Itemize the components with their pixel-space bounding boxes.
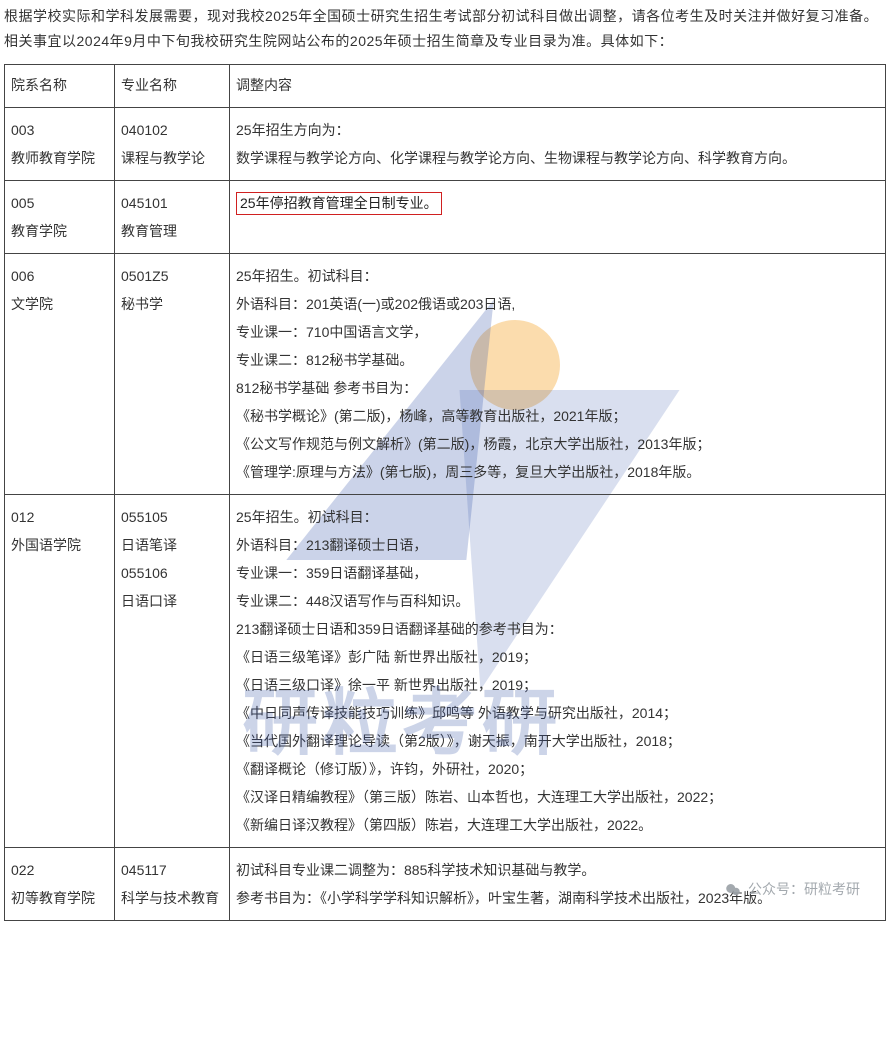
major-line: 秘书学: [121, 290, 223, 318]
footer-label: 公众号：研粒考研: [748, 877, 860, 902]
highlighted-text: 25年停招教育管理全日制专业。: [236, 192, 442, 215]
content-line: 《日语三级口译》徐一平 新世界出版社，2019；: [236, 671, 879, 699]
header-dept: 院系名称: [5, 65, 115, 107]
major-line: 科学与技术教育: [121, 884, 223, 912]
intro-paragraph: 根据学校实际和学科发展需要，现对我校2025年全国硕士研究生招生考试部分初试科目…: [0, 0, 890, 60]
adjustment-table: 院系名称 专业名称 调整内容 003教师教育学院040102课程与教学论25年招…: [4, 64, 886, 920]
major-line: 040102: [121, 116, 223, 144]
content-line: 25年招生。初试科目：: [236, 262, 879, 290]
cell-major: 045101教育管理: [115, 180, 230, 253]
table-row: 005教育学院045101教育管理25年停招教育管理全日制专业。: [5, 180, 886, 253]
content-line: 数学课程与教学论方向、化学课程与教学论方向、生物课程与教学论方向、科学教育方向。: [236, 144, 879, 172]
dept-line: 005: [11, 189, 108, 217]
cell-dept: 003教师教育学院: [5, 107, 115, 180]
cell-content: 25年招生。初试科目：外语科目：213翻译硕士日语，专业课一：359日语翻译基础…: [230, 494, 886, 847]
content-line: 25年停招教育管理全日制专业。: [236, 189, 879, 217]
cell-dept: 022初等教育学院: [5, 847, 115, 920]
content-line: 25年招生。初试科目：: [236, 503, 879, 531]
cell-major: 0501Z5秘书学: [115, 253, 230, 494]
content-line: 《翻译概论（修订版）》，许钧，外研社，2020；: [236, 755, 879, 783]
content-line: 专业课二：448汉语写作与百科知识。: [236, 587, 879, 615]
cell-content: 25年招生方向为：数学课程与教学论方向、化学课程与教学论方向、生物课程与教学论方…: [230, 107, 886, 180]
dept-line: 教育学院: [11, 217, 108, 245]
cell-content: 25年招生。初试科目：外语科目：201英语(一)或202俄语或203日语,专业课…: [230, 253, 886, 494]
major-line: 日语口译: [121, 587, 223, 615]
table-row: 003教师教育学院040102课程与教学论25年招生方向为：数学课程与教学论方向…: [5, 107, 886, 180]
major-line: 日语笔译: [121, 531, 223, 559]
header-major: 专业名称: [115, 65, 230, 107]
dept-line: 006: [11, 262, 108, 290]
cell-dept: 005教育学院: [5, 180, 115, 253]
major-line: 0501Z5: [121, 262, 223, 290]
content-line: 外语科目：201英语(一)或202俄语或203日语,: [236, 290, 879, 318]
cell-major: 045117科学与技术教育: [115, 847, 230, 920]
dept-line: 003: [11, 116, 108, 144]
content-line: 25年招生方向为：: [236, 116, 879, 144]
dept-line: 022: [11, 856, 108, 884]
dept-line: 012: [11, 503, 108, 531]
content-line: 《公文写作规范与例文解析》(第二版)，杨霞，北京大学出版社，2013年版；: [236, 430, 879, 458]
table-header-row: 院系名称 专业名称 调整内容: [5, 65, 886, 107]
dept-line: 文学院: [11, 290, 108, 318]
content-line: 专业课一：710中国语言文学，: [236, 318, 879, 346]
content-line: 《当代国外翻译理论导读（第2版）》，谢天振，南开大学出版社，2018；: [236, 727, 879, 755]
cell-major: 055105日语笔译055106日语口译: [115, 494, 230, 847]
major-line: 055105: [121, 503, 223, 531]
major-line: 教育管理: [121, 217, 223, 245]
dept-line: 初等教育学院: [11, 884, 108, 912]
content-line: 《汉译日精编教程》（第三版）陈岩、山本哲也，大连理工大学出版社，2022；: [236, 783, 879, 811]
header-content: 调整内容: [230, 65, 886, 107]
footer-source: 公众号：研粒考研: [724, 877, 860, 902]
cell-dept: 012外国语学院: [5, 494, 115, 847]
major-line: 045101: [121, 189, 223, 217]
content-line: 《管理学:原理与方法》(第七版)，周三多等，复旦大学出版社，2018年版。: [236, 458, 879, 486]
wechat-icon: [724, 881, 742, 899]
major-line: 055106: [121, 559, 223, 587]
cell-major: 040102课程与教学论: [115, 107, 230, 180]
major-line: 课程与教学论: [121, 144, 223, 172]
cell-dept: 006文学院: [5, 253, 115, 494]
table-row: 006文学院0501Z5秘书学25年招生。初试科目：外语科目：201英语(一)或…: [5, 253, 886, 494]
cell-content: 25年停招教育管理全日制专业。: [230, 180, 886, 253]
content-line: 专业课一：359日语翻译基础，: [236, 559, 879, 587]
content-line: 《新编日译汉教程》（第四版）陈岩，大连理工大学出版社，2022。: [236, 811, 879, 839]
content-line: 专业课二：812秘书学基础。: [236, 346, 879, 374]
dept-line: 教师教育学院: [11, 144, 108, 172]
content-line: 《中日同声传译技能技巧训练》邱鸣等 外语教学与研究出版社，2014；: [236, 699, 879, 727]
content-line: 《日语三级笔译》彭广陆 新世界出版社，2019；: [236, 643, 879, 671]
table-row: 012外国语学院055105日语笔译055106日语口译25年招生。初试科目：外…: [5, 494, 886, 847]
content-line: 外语科目：213翻译硕士日语，: [236, 531, 879, 559]
content-line: 213翻译硕士日语和359日语翻译基础的参考书目为：: [236, 615, 879, 643]
major-line: 045117: [121, 856, 223, 884]
content-line: 《秘书学概论》(第二版)，杨峰，高等教育出版社，2021年版；: [236, 402, 879, 430]
content-line: 812秘书学基础 参考书目为：: [236, 374, 879, 402]
dept-line: 外国语学院: [11, 531, 108, 559]
